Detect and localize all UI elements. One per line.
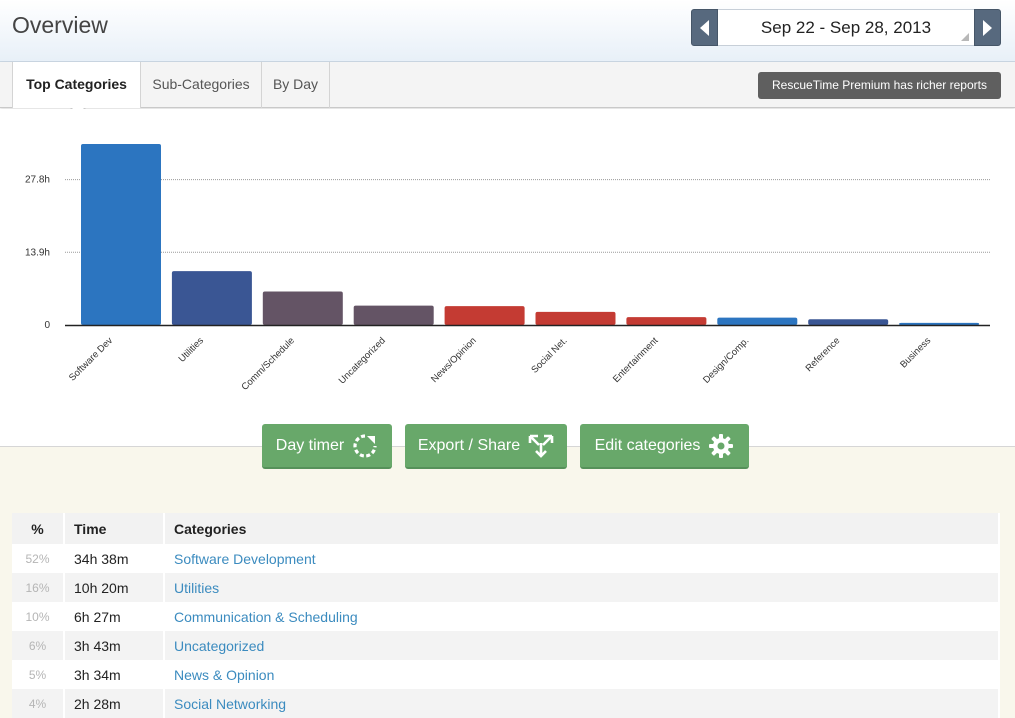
row-time: 10h 20m	[64, 573, 165, 602]
share-icon	[528, 434, 554, 458]
export-share-label: Export / Share	[417, 436, 521, 454]
column-header-time: Time	[64, 513, 165, 544]
x-tick-label: Reference	[804, 335, 843, 374]
tab-by-day[interactable]: By Day	[262, 62, 330, 108]
category-chart: 27.8h 13.9h 0 Software Dev Utilities Comm/Sch…	[0, 109, 1015, 446]
bar[interactable]	[81, 144, 161, 325]
table-row: 52% 34h 38m Software Development	[12, 544, 1000, 573]
day-timer-button[interactable]: Day timer	[262, 424, 392, 469]
row-time: 3h 43m	[64, 631, 165, 660]
bar[interactable]	[626, 317, 707, 325]
bar[interactable]	[808, 319, 889, 325]
row-percent: 4%	[12, 689, 65, 718]
report-tabs: Top Categories Sub-Categories By Day Res…	[0, 62, 1015, 108]
table-row: 4% 2h 28m Social Networking	[12, 689, 1000, 718]
row-category-link[interactable]: Uncategorized	[164, 631, 1000, 660]
x-tick-label: Comm/Schedule	[239, 335, 296, 392]
row-percent: 5%	[12, 660, 65, 689]
refresh-icon	[353, 433, 377, 458]
x-tick-label: News/Opinion	[429, 335, 479, 385]
table-row: 16% 10h 20m Utilities	[12, 573, 1000, 602]
bar[interactable]	[353, 305, 434, 325]
row-category-link[interactable]: Social Networking	[164, 689, 1000, 718]
day-timer-label: Day timer	[275, 436, 345, 454]
bar[interactable]	[262, 291, 343, 325]
table-row: 6% 3h 43m Uncategorized	[12, 631, 1000, 660]
table-row: 5% 3h 34m News & Opinion	[12, 660, 1000, 689]
column-header-categories: Categories	[164, 513, 1000, 544]
y-tick-label: 0	[44, 320, 50, 331]
previous-week-button[interactable]	[691, 9, 718, 46]
edit-categories-label: Edit categories	[594, 436, 701, 454]
bar[interactable]	[899, 322, 980, 325]
arrow-left-icon	[700, 19, 709, 36]
row-category-link[interactable]: Software Development	[164, 544, 1000, 573]
dropdown-corner-icon	[961, 33, 969, 41]
row-category-link[interactable]: News & Opinion	[164, 660, 1000, 689]
row-time: 2h 28m	[64, 689, 165, 718]
table-row: 10% 6h 27m Communication & Scheduling	[12, 602, 1000, 631]
edit-categories-button[interactable]: Edit categories	[580, 424, 749, 469]
row-time: 6h 27m	[64, 602, 165, 631]
row-category-link[interactable]: Utilities	[164, 573, 1000, 602]
row-percent: 52%	[12, 544, 65, 573]
y-tick-label: 13.9h	[25, 247, 50, 258]
x-tick-label: Utilities	[177, 335, 207, 365]
x-tick-label: Design/Comp.	[701, 335, 751, 385]
x-tick-label: Business	[898, 335, 933, 370]
x-tick-label: Uncategorized	[337, 335, 388, 386]
row-category-link[interactable]: Communication & Scheduling	[164, 602, 1000, 631]
arrow-right-icon	[983, 19, 992, 36]
column-header-percent: %	[12, 513, 65, 544]
row-percent: 6%	[12, 631, 65, 660]
page-header: Overview Sep 22 - Sep 28, 2013	[0, 0, 1015, 62]
bar[interactable]	[535, 311, 616, 325]
x-tick-label: Software Dev	[67, 335, 115, 383]
next-week-button[interactable]	[974, 9, 1001, 46]
x-tick-label: Entertainment	[611, 335, 661, 385]
date-range-navigator: Sep 22 - Sep 28, 2013	[691, 9, 1001, 46]
x-tick-label: Social Net.	[529, 335, 569, 375]
bar-chart-svg: 27.8h 13.9h 0 Software Dev Utilities Comm/Sch…	[25, 144, 990, 393]
export-share-button[interactable]: Export / Share	[405, 424, 567, 469]
gear-icon	[709, 433, 734, 458]
row-percent: 16%	[12, 573, 65, 602]
premium-upsell-button[interactable]: RescueTime Premium has richer reports	[758, 72, 1001, 99]
date-range-picker[interactable]: Sep 22 - Sep 28, 2013	[718, 9, 974, 46]
page-title: Overview	[12, 12, 108, 38]
row-percent: 10%	[12, 602, 65, 631]
bar[interactable]	[444, 306, 525, 325]
date-range-label: Sep 22 - Sep 28, 2013	[760, 18, 932, 37]
bar[interactable]	[171, 271, 252, 325]
category-table: % Time Categories 52% 34h 38m Software D…	[12, 513, 1000, 718]
row-time: 34h 38m	[64, 544, 165, 573]
bar[interactable]	[717, 317, 798, 325]
tab-sub-categories[interactable]: Sub-Categories	[141, 62, 262, 108]
row-time: 3h 34m	[64, 660, 165, 689]
y-tick-label: 27.8h	[25, 175, 50, 186]
tab-top-categories[interactable]: Top Categories	[12, 62, 141, 108]
